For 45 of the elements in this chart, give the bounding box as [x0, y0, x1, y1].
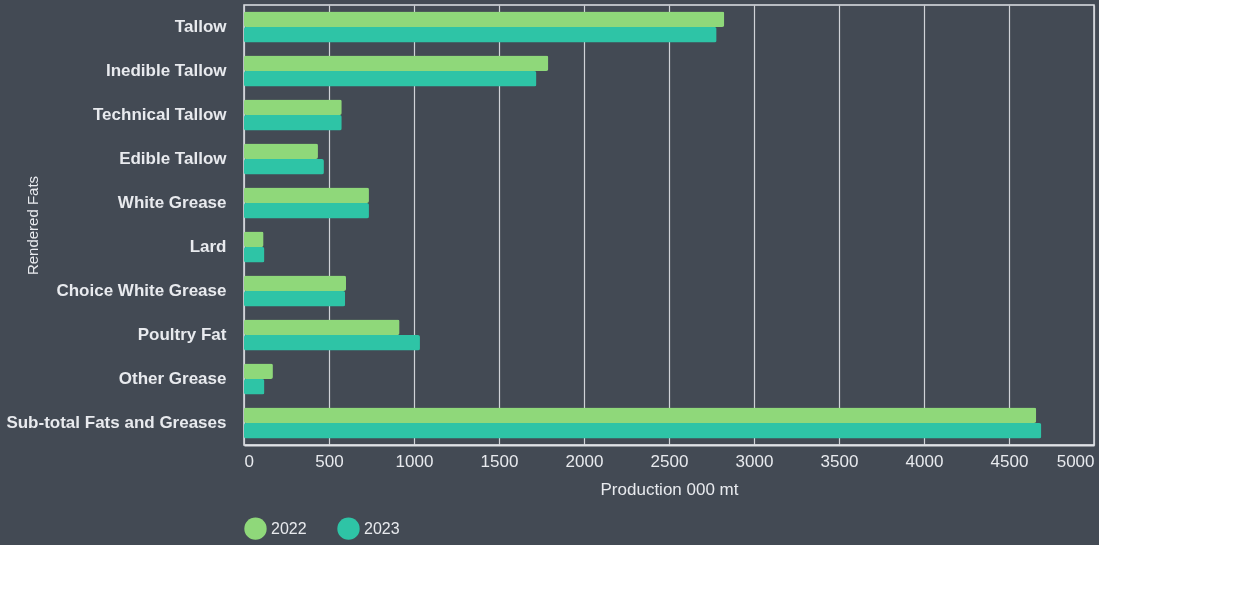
x-tick-label: 5000 — [1056, 451, 1095, 471]
y-tick-label: Tallow — [174, 17, 228, 36]
x-axis-title: Production 000 mt — [600, 479, 739, 499]
bar — [244, 407, 1037, 423]
bar — [244, 55, 549, 71]
bar — [244, 231, 264, 247]
legend-label: 2023 — [364, 519, 400, 537]
y-tick-label: Lard — [189, 237, 227, 256]
bar — [244, 143, 318, 159]
x-tick-label: 2500 — [650, 451, 689, 471]
x-tick-label: 0 — [244, 451, 254, 471]
bar — [244, 99, 342, 115]
y-tick-label: Technical Tallow — [92, 105, 228, 124]
y-axis-title: Rendered Fats — [23, 175, 41, 276]
bar — [244, 275, 346, 291]
bar — [244, 423, 1042, 439]
x-tick-label: 4000 — [905, 451, 944, 471]
y-tick-label: Sub-total Fats and Greases — [6, 413, 227, 432]
x-tick-label: 3500 — [820, 451, 859, 471]
bar — [244, 27, 717, 43]
x-tick-label: 3000 — [735, 451, 774, 471]
x-tick-label: 2000 — [565, 451, 604, 471]
bar — [244, 203, 369, 219]
y-tick-label: Poultry Fat — [137, 325, 227, 344]
y-tick-label: White Grease — [117, 193, 227, 212]
bar — [244, 291, 346, 307]
bar — [244, 115, 342, 131]
bar — [244, 335, 420, 351]
x-tick-label: 4500 — [990, 451, 1029, 471]
y-tick-label: Other Grease — [118, 369, 227, 388]
y-tick-label: Choice White Grease — [56, 281, 227, 300]
x-tick-label: 1000 — [395, 451, 434, 471]
bar — [244, 319, 400, 335]
bar — [244, 363, 273, 379]
legend-label: 2022 — [271, 519, 307, 537]
y-tick-label: Edible Tallow — [119, 149, 228, 168]
bar — [244, 11, 725, 27]
y-tick-label: Inedible Tallow — [105, 61, 228, 80]
bar — [244, 247, 265, 263]
bar — [244, 187, 369, 203]
bar — [244, 159, 324, 175]
bar — [244, 379, 265, 395]
x-tick-label: 1500 — [480, 451, 519, 471]
bar — [244, 71, 537, 87]
x-tick-label: 500 — [315, 451, 344, 471]
